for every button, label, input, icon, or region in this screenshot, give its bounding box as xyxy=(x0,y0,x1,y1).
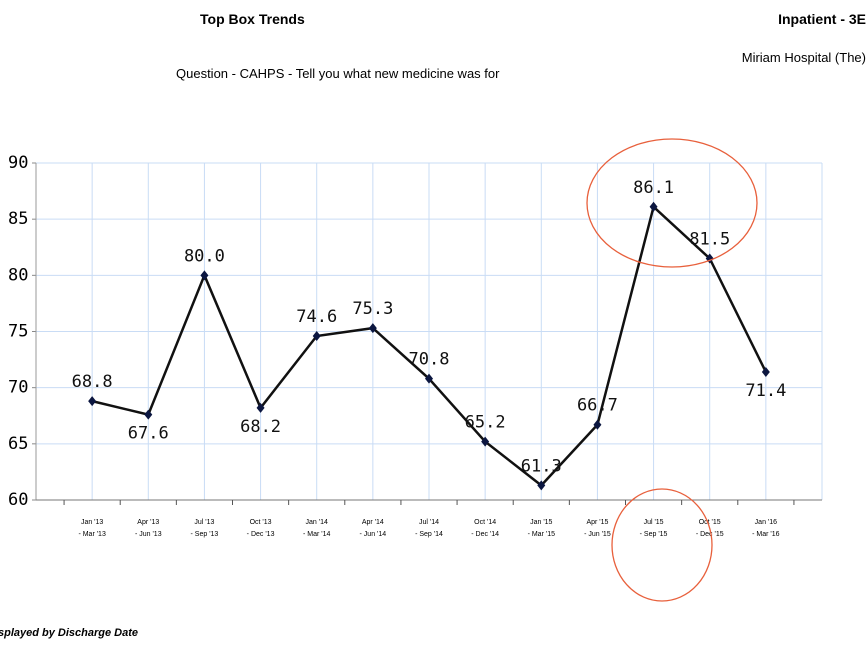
x-tick-label: Apr '14 xyxy=(362,519,384,526)
x-tick-label: - Mar '14 xyxy=(303,531,331,538)
highlight-circle xyxy=(586,138,758,268)
data-point xyxy=(256,402,265,413)
x-tick-label: - Dec '13 xyxy=(247,531,275,538)
x-tick-label: - Mar '15 xyxy=(528,531,556,538)
data-label: 86.1 xyxy=(633,178,674,198)
data-label: 70.8 xyxy=(409,350,450,370)
data-label: 75.3 xyxy=(352,299,393,319)
data-point xyxy=(761,366,770,377)
data-point xyxy=(593,419,602,430)
subtitle: Question - CAHPS - Tell you what new med… xyxy=(176,66,500,81)
x-tick-label: Apr '15 xyxy=(586,519,608,526)
x-tick-label: Jan '13 xyxy=(81,519,103,526)
x-tick-label: - Jun '13 xyxy=(135,531,162,538)
y-tick-label: 80 xyxy=(8,265,28,285)
y-tick-label: 90 xyxy=(8,153,28,173)
x-tick-label: Jul '14 xyxy=(419,519,439,526)
y-tick-label: 70 xyxy=(8,378,28,398)
data-point xyxy=(481,436,490,447)
data-label: 74.6 xyxy=(296,307,337,327)
data-point xyxy=(312,330,321,341)
footer: splayed by Discharge Date xyxy=(0,627,138,639)
x-tick-label: - Dec '14 xyxy=(471,531,499,538)
data-point xyxy=(368,323,377,334)
x-tick-label: Jul '13 xyxy=(194,519,214,526)
highlight-circle xyxy=(611,488,713,602)
x-tick-label: Jan '14 xyxy=(306,519,328,526)
data-point xyxy=(88,396,97,407)
data-label: 67.6 xyxy=(128,424,169,444)
y-tick-label: 85 xyxy=(8,209,28,229)
data-point xyxy=(425,373,433,384)
data-point xyxy=(200,270,209,281)
data-label: 65.2 xyxy=(465,413,506,433)
x-tick-label: Apr '13 xyxy=(137,519,159,526)
y-tick-label: 65 xyxy=(8,434,28,454)
x-tick-label: Oct '14 xyxy=(474,519,496,526)
x-tick-label: - Mar '13 xyxy=(78,531,106,538)
x-tick-label: - Sep '13 xyxy=(191,531,219,538)
data-label: 68.8 xyxy=(72,372,113,392)
x-tick-label: Jan '15 xyxy=(530,519,552,526)
data-point xyxy=(537,480,546,491)
x-tick-label: Oct '15 xyxy=(699,519,721,526)
data-label: 80.0 xyxy=(184,246,225,266)
x-tick-label: - Mar '16 xyxy=(752,531,780,538)
data-point xyxy=(144,409,153,420)
x-tick-label: - Jun '14 xyxy=(360,531,387,538)
chart-title: Top Box Trends xyxy=(200,11,305,27)
data-label: 68.2 xyxy=(240,417,281,437)
x-tick-label: Oct '13 xyxy=(250,519,272,526)
plot-area: 60 65 70 75 80 85 90 Jan '13 - Mar '13 Apr '13 - J… xyxy=(8,153,823,538)
y-tick-label: 60 xyxy=(8,490,28,510)
x-tick-label: Jan '16 xyxy=(755,519,777,526)
x-tick-label: - Sep '14 xyxy=(415,531,443,538)
header-right: Inpatient - 3E xyxy=(778,11,866,27)
organization: Miriam Hospital (The) xyxy=(742,50,866,65)
x-tick-label: - Dec '15 xyxy=(696,531,724,538)
data-label: 61.3 xyxy=(521,456,562,476)
data-label: 81.5 xyxy=(689,229,730,249)
x-tick-label: - Jun '15 xyxy=(584,531,611,538)
data-point xyxy=(649,201,658,212)
data-label: 66.7 xyxy=(577,396,618,416)
x-tick-label: - Sep '15 xyxy=(640,531,668,538)
data-label: 71.4 xyxy=(745,381,786,401)
x-tick-label: Jul '15 xyxy=(644,519,664,526)
y-tick-label: 75 xyxy=(8,322,28,342)
